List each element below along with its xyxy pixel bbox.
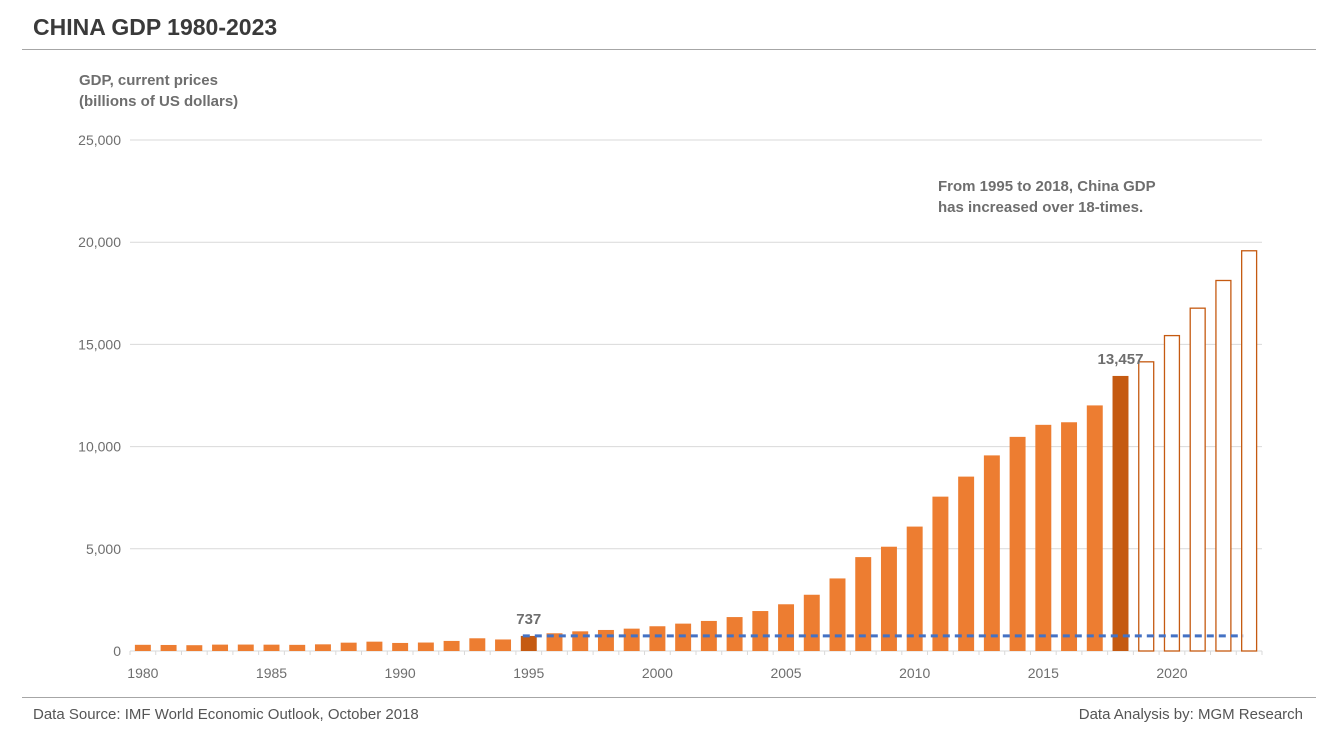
data-analysis-credit: Data Analysis by: MGM Research <box>1078 706 1303 723</box>
bar-1990 <box>392 642 409 651</box>
bar-1993 <box>469 638 486 651</box>
bar-2016 <box>1061 422 1078 651</box>
title-divider <box>22 49 1316 50</box>
page-title: CHINA GDP 1980-2023 <box>33 14 278 40</box>
bar-2000 <box>649 626 666 651</box>
bar-1991 <box>417 642 434 651</box>
y-tick-label: 0 <box>113 643 121 659</box>
bar-1981 <box>160 644 177 651</box>
annotation-line-2: has increased over 18-times. <box>938 199 1144 216</box>
y-axis-title-line-1: GDP, current prices <box>79 72 218 89</box>
bar-1999 <box>623 628 640 651</box>
bar-2017 <box>1086 405 1103 651</box>
chart-annotation: From 1995 to 2018, China GDP has increas… <box>938 176 1156 218</box>
footer-divider <box>22 697 1316 698</box>
data-label-2018: 13,457 <box>1098 351 1144 368</box>
bar-1980 <box>134 644 151 651</box>
x-tick-label: 2010 <box>899 665 930 681</box>
bar-1995 <box>520 635 537 651</box>
y-axis-title-line-2: (billions of US dollars) <box>79 93 239 110</box>
bar-1987 <box>314 644 331 651</box>
y-tick-label: 20,000 <box>78 234 121 250</box>
bar-2008 <box>855 557 872 651</box>
bar-1994 <box>495 639 512 651</box>
bar-2007 <box>829 578 846 651</box>
bar-2022 <box>1215 279 1232 652</box>
y-tick-label: 5,000 <box>86 541 121 557</box>
bar-2006 <box>803 594 820 651</box>
x-axis: 1980 1985 1990 1995 2000 2005 2010 2015 2020 <box>127 650 1263 681</box>
x-tick-label: 1995 <box>513 665 544 681</box>
data-label-1995: 737 <box>516 611 541 628</box>
y-tick-label: 15,000 <box>78 336 121 352</box>
bar-2009 <box>880 546 897 651</box>
bar-2015 <box>1035 424 1052 651</box>
annotation-line-1: From 1995 to 2018, China GDP <box>938 178 1156 195</box>
y-axis-title: GDP, current prices (billions of US doll… <box>79 70 238 112</box>
bar-1985 <box>263 644 280 651</box>
bars <box>134 250 1258 652</box>
bar-2018 <box>1112 375 1129 651</box>
bar-1984 <box>237 644 254 651</box>
bar-2004 <box>752 611 769 651</box>
bar-1997 <box>572 631 589 651</box>
y-axis-ticks: 0 5,000 10,000 15,000 20,000 25,000 <box>78 132 121 659</box>
bar-2023 <box>1241 250 1258 652</box>
bar-2012 <box>958 476 975 651</box>
bar-2003 <box>726 617 743 651</box>
bar-1992 <box>443 640 460 651</box>
bar-2013 <box>983 455 1000 651</box>
bar-1996 <box>546 633 563 651</box>
x-tick-label: 1990 <box>385 665 416 681</box>
bar-2019 <box>1138 361 1155 652</box>
bar-1982 <box>186 645 203 651</box>
bar-2021 <box>1189 307 1206 652</box>
bar-1986 <box>289 644 306 651</box>
data-labels: 737 13,457 <box>516 351 1143 628</box>
y-tick-label: 25,000 <box>78 132 121 148</box>
bar-1998 <box>597 629 614 651</box>
x-tick-label: 2020 <box>1156 665 1187 681</box>
bar-2005 <box>778 604 795 651</box>
x-tick-label: 1985 <box>256 665 287 681</box>
bar-2011 <box>932 496 949 651</box>
bar-2010 <box>906 526 923 651</box>
bar-1989 <box>366 641 383 651</box>
x-tick-label: 2005 <box>770 665 801 681</box>
bar-2014 <box>1009 436 1026 651</box>
x-tick-label: 2015 <box>1028 665 1059 681</box>
x-tick-label: 2000 <box>642 665 673 681</box>
x-tick-label: 1980 <box>127 665 158 681</box>
y-tick-label: 10,000 <box>78 439 121 455</box>
bar-1983 <box>212 644 229 651</box>
data-source: Data Source: IMF World Economic Outlook,… <box>33 706 419 723</box>
bar-1988 <box>340 642 357 651</box>
bar-2020 <box>1163 334 1181 652</box>
